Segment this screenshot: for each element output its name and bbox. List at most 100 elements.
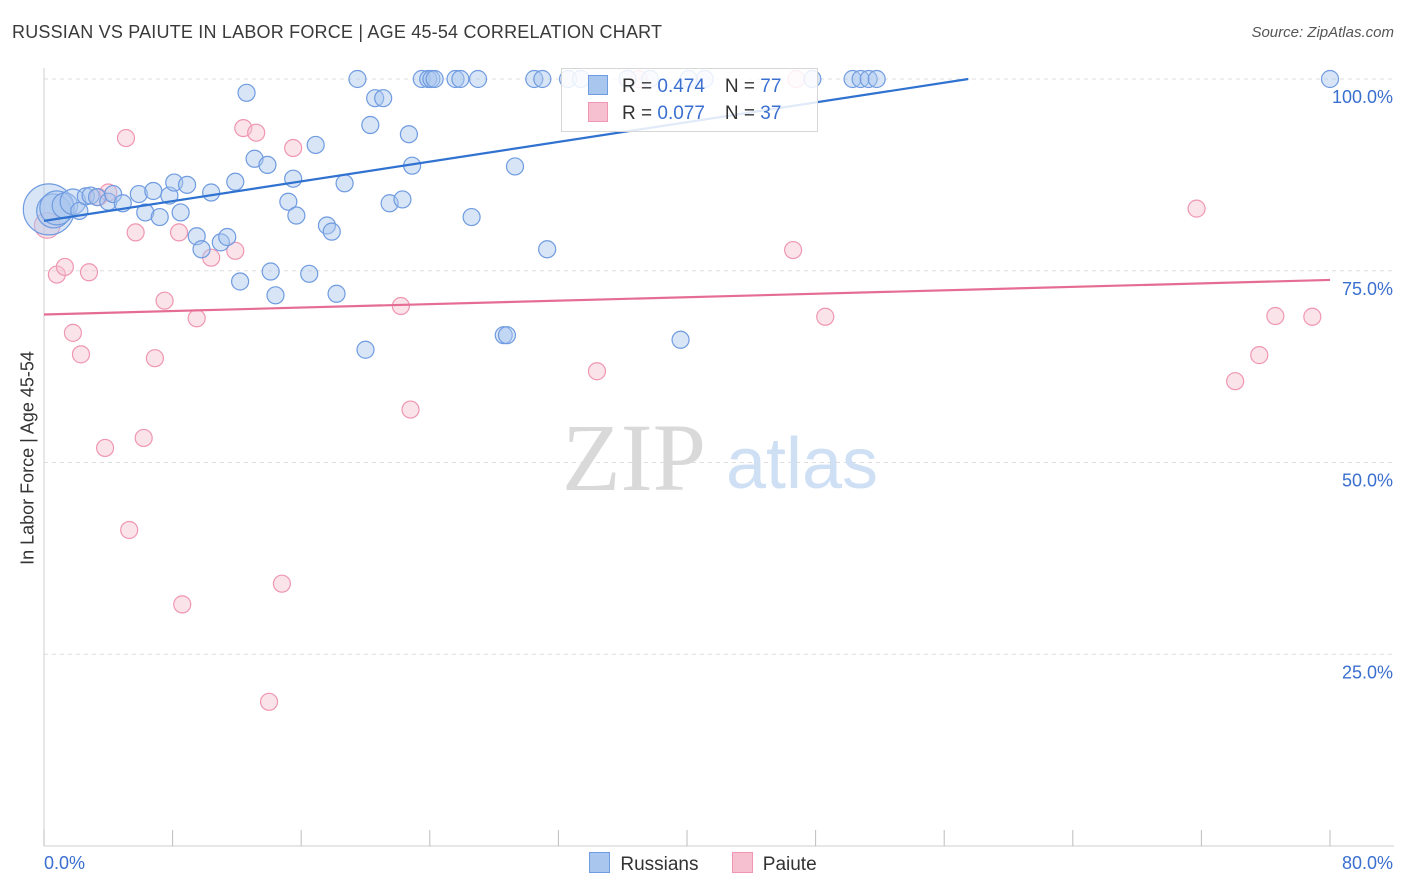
paiute-swatch <box>588 102 608 122</box>
paiute-legend-swatch <box>731 852 753 873</box>
russian-points <box>22 69 1340 359</box>
y-tick-label: 75.0% <box>1342 279 1393 299</box>
watermark-atlas: atlas <box>726 424 878 504</box>
russian-point <box>177 175 197 194</box>
paiute-point <box>247 123 266 142</box>
russian-point <box>399 125 419 144</box>
russian-point <box>533 69 552 89</box>
paiute-point <box>1187 199 1206 218</box>
paiute-point <box>126 223 145 242</box>
paiute-point <box>169 223 189 242</box>
russian-point <box>374 89 393 108</box>
russian-point <box>462 207 481 227</box>
russian-point <box>129 184 148 204</box>
paiute-point <box>226 241 245 260</box>
russian-point <box>671 330 690 349</box>
paiute-point <box>120 520 139 540</box>
russian-point <box>258 155 277 175</box>
source-label: Source: ZipAtlas.com <box>1251 24 1394 41</box>
russian-point <box>81 186 100 205</box>
axes <box>43 68 1394 847</box>
russian-point <box>327 284 346 303</box>
russian-point <box>266 286 285 305</box>
russian-point <box>104 184 123 204</box>
paiute-n-label: N = <box>724 103 761 124</box>
russian-point <box>412 69 431 89</box>
russian-point <box>446 69 465 89</box>
paiute-point <box>187 309 206 328</box>
russian-point <box>226 172 245 191</box>
russian-point <box>136 203 155 222</box>
russian-point <box>144 181 163 201</box>
russian-point <box>39 190 75 226</box>
russian-point <box>348 69 367 89</box>
russian-point <box>261 262 280 281</box>
russian-point <box>322 222 341 241</box>
russian-point <box>505 157 525 176</box>
y-axis-label: In Labor Force | Age 45-54 <box>17 351 38 565</box>
russian-point <box>451 69 470 89</box>
paiute-point <box>55 257 74 277</box>
russian-point <box>538 240 557 259</box>
russian-point <box>425 69 444 89</box>
paiute-point <box>134 428 153 448</box>
russian-point <box>1320 69 1340 89</box>
watermark: ZIP atlas <box>562 404 878 511</box>
russian-r-label: R = <box>622 76 658 97</box>
chart-title: RUSSIAN VS PAIUTE IN LABOR FORCE | AGE 4… <box>12 22 663 42</box>
russian-n-value: 77 <box>760 76 782 97</box>
y-tick-label: 25.0% <box>1342 662 1393 682</box>
paiute-point <box>1226 372 1245 391</box>
legend-row-russians: R = 0.474 N = 77 <box>588 75 781 101</box>
paiute-point <box>95 438 115 458</box>
paiute-point <box>272 574 292 593</box>
russian-point <box>279 192 298 211</box>
russian-point <box>192 240 211 259</box>
legend-item-paiute[interactable]: Paiute <box>731 852 817 876</box>
y-tick-label: 100.0% <box>1332 87 1393 107</box>
russian-point <box>237 83 256 102</box>
watermark-zip: ZIP <box>562 404 706 511</box>
x-tick-label-min: 0.0% <box>44 853 85 873</box>
russian-point <box>202 183 221 202</box>
russian-point <box>150 207 169 227</box>
paiute-r-label: R = <box>622 103 658 124</box>
series-legend: Russians Paiute <box>0 852 1406 876</box>
russian-n-label: N = <box>724 76 761 97</box>
paiute-point <box>1250 346 1269 365</box>
russian-point <box>497 326 517 345</box>
russian-point <box>468 69 488 89</box>
russian-point <box>171 203 190 222</box>
legend-row-paiute: R = 0.077 N = 37 <box>588 102 781 128</box>
russian-point <box>59 188 87 216</box>
russian-point <box>393 190 412 209</box>
russians-legend-swatch <box>589 852 611 873</box>
paiute-point <box>401 400 420 419</box>
russian-point <box>287 206 306 225</box>
paiute-points <box>33 69 1322 711</box>
paiute-point <box>63 323 83 342</box>
legend-paiute-label: Paiute <box>762 854 817 875</box>
paiute-point <box>79 263 99 282</box>
legend-item-russians[interactable]: Russians <box>589 852 699 876</box>
paiute-point <box>145 349 165 368</box>
paiute-point <box>173 595 192 614</box>
paiute-point <box>1303 307 1322 326</box>
russian-trend-line <box>43 77 969 222</box>
y-tick-label: 50.0% <box>1342 471 1393 491</box>
russian-point <box>218 227 237 247</box>
paiute-point <box>1266 306 1285 326</box>
russian-point <box>306 135 325 155</box>
paiute-point <box>155 291 174 310</box>
russian-r-value: 0.474 <box>657 76 705 97</box>
russian-point <box>335 174 354 193</box>
russian-point <box>356 340 375 359</box>
paiute-trend-line <box>43 278 1331 316</box>
legend-russians-label: Russians <box>620 854 699 875</box>
stats-legend: R = 0.474 N = 77 R = 0.077 N = 37 <box>561 68 818 132</box>
paiute-n-value: 37 <box>760 103 782 124</box>
paiute-point <box>259 692 279 711</box>
russian-point <box>361 115 380 135</box>
paiute-point <box>284 138 303 158</box>
